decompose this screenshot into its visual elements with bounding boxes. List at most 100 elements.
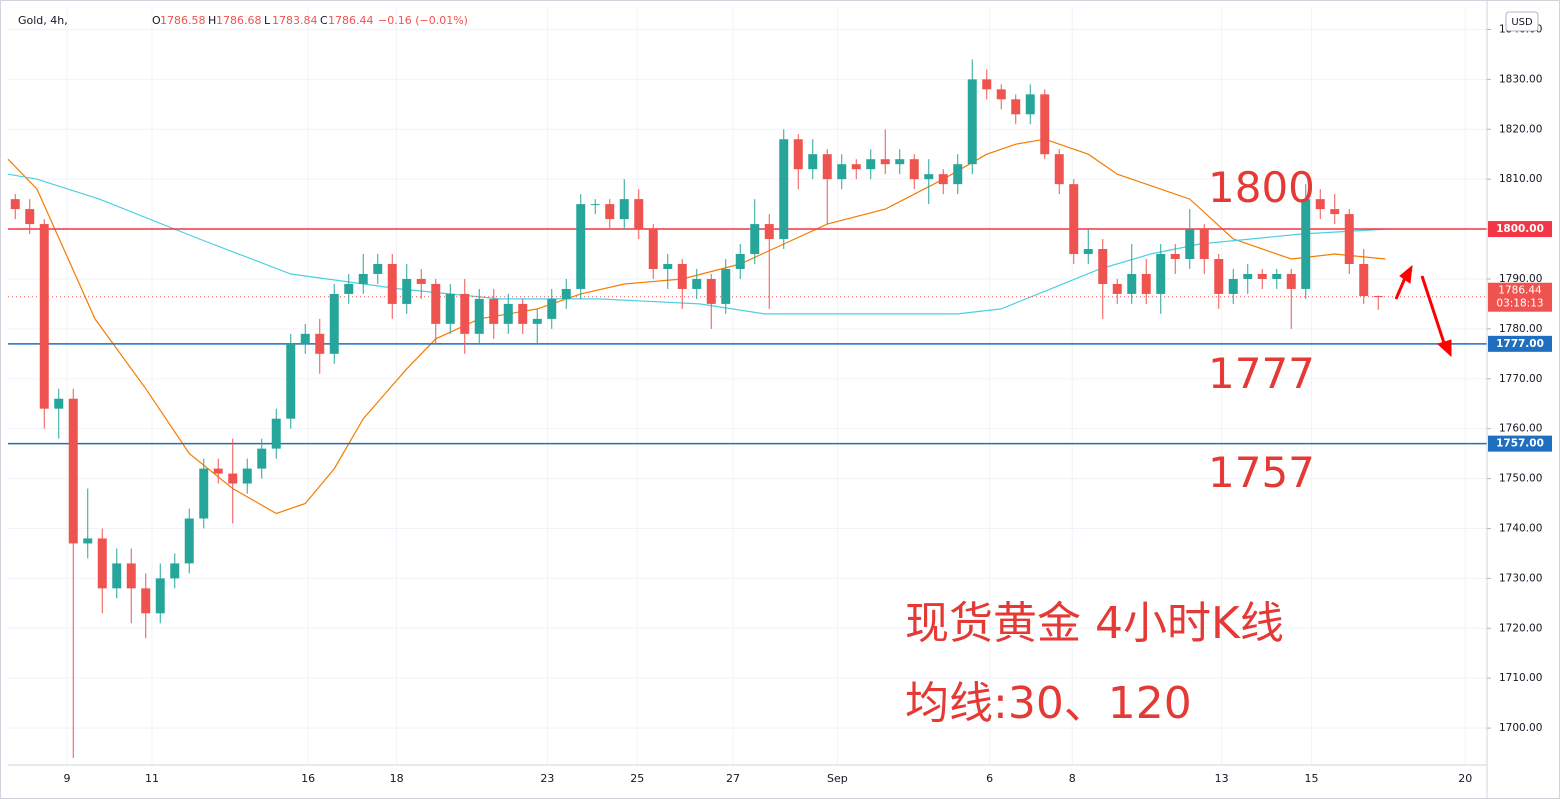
candle-body [474,298,484,334]
candle-body [880,159,890,165]
candle-body [1185,229,1195,260]
x-tick-label: 6 [986,772,993,785]
candle-body [184,518,194,564]
annotation: 1757 [1208,448,1315,497]
candle-body [39,224,49,409]
candle-body [967,79,977,165]
candle-body [634,199,644,230]
y-tick-label: 1790.00 [1499,273,1542,285]
candle-body [141,588,151,614]
candle-body [692,278,702,289]
candle-body [373,263,383,274]
symbol: Gold, 4h, [18,14,68,27]
candle-body [170,563,180,579]
candle-body [155,578,165,614]
candle-body [1170,254,1180,260]
candle-body [1301,199,1311,289]
arrow-head [1399,264,1413,284]
y-tick-label: 1700.00 [1499,722,1542,734]
x-tick-label: 8 [1069,772,1076,785]
candle-body [1127,273,1137,294]
candle-body [1112,283,1122,294]
candle-body [779,139,789,240]
y-tick-label: 1740.00 [1499,522,1542,534]
candle-body [1069,184,1079,255]
y-tick-label: 1760.00 [1499,423,1542,435]
candle-body [532,318,542,324]
candle-body [1286,273,1296,289]
candle-body [213,468,223,474]
plot [7,59,1487,759]
y-tick-label: 1730.00 [1499,572,1542,584]
candle-body [1257,273,1267,279]
candle-body [1083,249,1093,255]
candle-body [1214,259,1224,294]
candle-body [895,159,905,165]
x-tick-label: 16 [301,772,315,785]
candle-body [924,174,934,180]
candle-body [851,164,861,170]
ohlc-value: 1786.68 [216,14,262,27]
y-tick-label: 1810.00 [1499,173,1542,185]
annotation: 1777 [1208,349,1315,398]
candle-body [837,164,847,180]
candle-body [619,199,629,220]
candle-body [561,288,571,299]
candle-body [996,89,1006,100]
ohlc-value: 1786.44 [328,14,374,27]
candle-body [764,224,774,240]
price-label-box [1488,435,1552,452]
y-tick-label: 1770.00 [1499,373,1542,385]
ohlc-value: 1783.84 [272,14,318,27]
candle-body [460,293,470,334]
annotation: 现货黄金 4小时K线 [905,598,1284,649]
y-tick-label: 1720.00 [1499,622,1542,634]
candle-body [300,333,310,344]
candle-body [1373,296,1383,298]
candle-body [344,283,354,294]
candle-body [793,139,803,170]
candle-body [126,563,136,589]
candle-body [605,204,615,220]
candle-body [1199,229,1209,260]
candle-body [257,448,267,469]
candle-body [416,278,426,284]
candle-body [25,209,35,225]
candle-body [822,154,832,180]
x-tick-label: 15 [1305,772,1319,785]
candle-body [387,263,397,304]
currency[interactable]: USD [1511,17,1533,28]
ohlc-key: H [208,14,216,27]
candle-body [909,159,919,180]
candle-body [938,174,948,185]
annotation: 1800 [1208,163,1315,212]
x-tick-label: Sep [827,772,848,785]
arrow-head [1437,339,1452,358]
candle-body [329,293,339,354]
candle-body [1040,94,1050,155]
x-tick-label: 25 [630,772,644,785]
price-label: 1800.00 [1496,223,1544,235]
candle-body [648,229,658,269]
y-tick-label: 1710.00 [1499,672,1542,684]
axes: 1700.00 1710.00 1720.00 1730.00 1740.00 1750.… [64,23,1552,785]
candle-body [1025,94,1035,115]
candle-body [721,268,731,304]
candle-body [1359,263,1369,297]
candle-body [982,79,992,90]
candle-body [1228,278,1238,294]
candle-body [199,468,209,519]
candle-body [271,418,281,449]
candle-body [402,278,412,304]
candle-body [1315,199,1325,210]
price-label-box [1488,221,1552,238]
candle-body [489,298,499,324]
countdown: 03:18:13 [1496,298,1543,310]
arrow-up [1394,277,1407,300]
currency-box[interactable] [1505,11,1539,32]
candle-body [112,563,122,589]
candle-body [1011,99,1021,115]
candle-body [1243,273,1253,279]
